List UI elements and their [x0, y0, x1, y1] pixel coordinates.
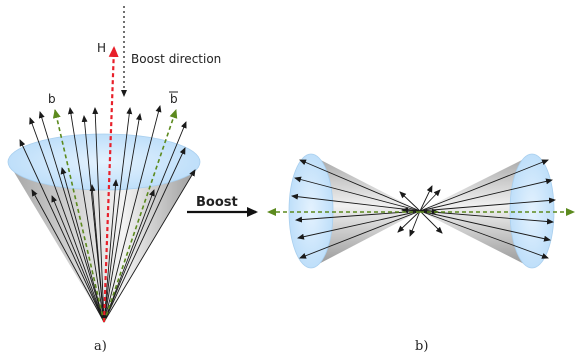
- caption-b: b): [415, 339, 428, 354]
- particle-arrow: [19, 139, 105, 323]
- cone-a-cap: [7, 133, 201, 191]
- particle-arrow: [92, 107, 105, 323]
- particle-arrow: [419, 189, 441, 212]
- particle-arrow: [419, 185, 433, 212]
- particle-arrow: [419, 210, 551, 242]
- cone-b-particle-arrows: [291, 159, 556, 259]
- particle-arrow: [51, 195, 105, 323]
- particle-arrow: [38, 111, 105, 323]
- cone-b-left-body: [311, 155, 420, 268]
- particle-arrow: [401, 207, 421, 214]
- boost-direction-label: Boost direction: [131, 52, 221, 66]
- b-quark-arrow: [52, 109, 105, 323]
- particle-arrow: [103, 121, 187, 323]
- particle-arrow: [397, 210, 421, 233]
- bbar-quark-arrow: [103, 109, 178, 323]
- particle-arrow: [89, 184, 105, 323]
- particle-arrow: [297, 210, 421, 240]
- particle-arrow: [103, 105, 162, 323]
- particle-arrow: [103, 113, 142, 323]
- particle-arrow: [103, 179, 119, 323]
- particle-arrow: [60, 167, 105, 323]
- boost-transition: Boost: [187, 195, 258, 217]
- particle-arrow: [299, 210, 421, 259]
- particle-arrow: [29, 117, 105, 323]
- caption-a: a): [94, 339, 107, 354]
- particle-arrow: [103, 189, 155, 323]
- particle-arrow: [409, 210, 421, 237]
- particle-arrow: [419, 159, 549, 212]
- particle-arrow: [103, 169, 196, 323]
- higgs-arrow: [102, 46, 119, 323]
- particle-arrow: [294, 176, 421, 212]
- particle-arrow: [399, 191, 421, 212]
- particle-arrow: [31, 189, 105, 323]
- bbar-label: b: [170, 92, 178, 106]
- cone-b-right-cap: [509, 153, 555, 269]
- cone-a-particle-arrows: [19, 105, 196, 323]
- particle-arrow: [419, 210, 443, 234]
- boost-label: Boost: [196, 195, 238, 210]
- panel-a: H Boost direction b b a): [7, 6, 221, 354]
- particle-arrow: [299, 159, 421, 212]
- particle-arrow: [103, 107, 133, 323]
- panel-b: b): [267, 153, 575, 354]
- particle-arrow: [419, 178, 553, 212]
- particle-arrow: [67, 107, 105, 323]
- particle-arrow: [419, 197, 556, 212]
- particle-arrow: [291, 193, 421, 212]
- particle-arrow: [103, 147, 186, 323]
- b-label: b: [48, 92, 56, 106]
- particle-arrow: [419, 210, 549, 259]
- higgs-label: H: [97, 41, 106, 55]
- particle-arrow: [419, 210, 554, 225]
- particle-arrow: [295, 210, 421, 223]
